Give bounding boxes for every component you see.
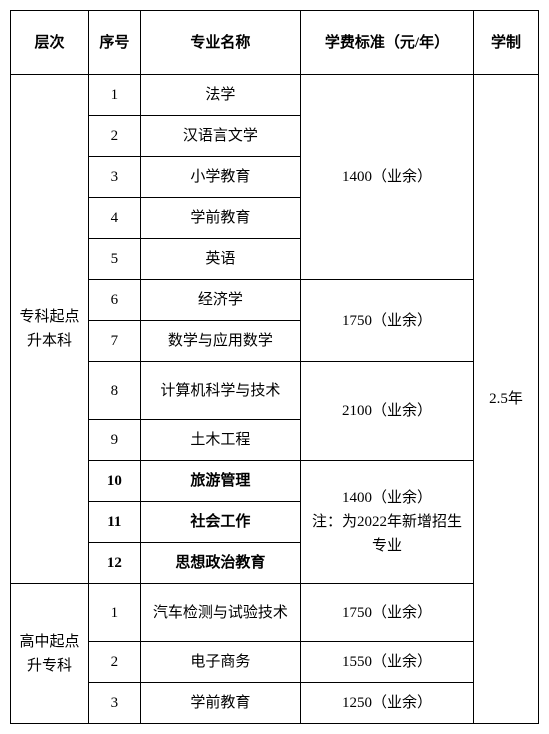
table-row: 3 学前教育 1250（业余）	[11, 683, 539, 724]
major-cell: 土木工程	[140, 420, 300, 461]
system-cell: 2.5年	[474, 75, 539, 724]
table-row: 高中起点升专科 1 汽车检测与试验技术 1750（业余）	[11, 584, 539, 642]
fee-cell: 1750（业余）	[300, 280, 473, 362]
major-cell: 社会工作	[140, 502, 300, 543]
major-cell: 英语	[140, 239, 300, 280]
seq-cell: 5	[88, 239, 140, 280]
major-cell: 数学与应用数学	[140, 321, 300, 362]
table-row: 10 旅游管理 1400（业余） 注：为2022年新增招生专业	[11, 461, 539, 502]
seq-cell: 12	[88, 543, 140, 584]
seq-cell: 6	[88, 280, 140, 321]
header-level: 层次	[11, 11, 89, 75]
major-cell: 旅游管理	[140, 461, 300, 502]
seq-cell: 9	[88, 420, 140, 461]
major-cell: 汽车检测与试验技术	[140, 584, 300, 642]
fee-line-2: 注：为2022年新增招生专业	[312, 514, 462, 554]
seq-cell: 10	[88, 461, 140, 502]
seq-cell: 1	[88, 584, 140, 642]
major-cell: 汉语言文学	[140, 116, 300, 157]
seq-cell: 7	[88, 321, 140, 362]
table-row: 6 经济学 1750（业余）	[11, 280, 539, 321]
fee-cell: 1400（业余） 注：为2022年新增招生专业	[300, 461, 473, 584]
seq-cell: 11	[88, 502, 140, 543]
fee-cell: 1550（业余）	[300, 642, 473, 683]
fee-cell: 1250（业余）	[300, 683, 473, 724]
seq-cell: 8	[88, 362, 140, 420]
major-cell: 经济学	[140, 280, 300, 321]
level-cell-zhuanke: 高中起点升专科	[11, 584, 89, 724]
table-row: 8 计算机科学与技术 2100（业余）	[11, 362, 539, 420]
seq-cell: 3	[88, 157, 140, 198]
header-fee: 学费标准（元/年）	[300, 11, 473, 75]
major-cell: 电子商务	[140, 642, 300, 683]
major-cell: 小学教育	[140, 157, 300, 198]
header-major: 专业名称	[140, 11, 300, 75]
seq-cell: 1	[88, 75, 140, 116]
header-system: 学制	[474, 11, 539, 75]
fee-cell: 1750（业余）	[300, 584, 473, 642]
major-cell: 法学	[140, 75, 300, 116]
major-cell: 思想政治教育	[140, 543, 300, 584]
table-header-row: 层次 序号 专业名称 学费标准（元/年） 学制	[11, 11, 539, 75]
fee-cell: 2100（业余）	[300, 362, 473, 461]
major-cell: 计算机科学与技术	[140, 362, 300, 420]
seq-cell: 4	[88, 198, 140, 239]
tuition-table: 层次 序号 专业名称 学费标准（元/年） 学制 专科起点升本科 1 法学 140…	[10, 10, 539, 724]
seq-cell: 3	[88, 683, 140, 724]
level-cell-benke: 专科起点升本科	[11, 75, 89, 584]
fee-line-1: 1400（业余）	[342, 490, 432, 506]
fee-cell: 1400（业余）	[300, 75, 473, 280]
seq-cell: 2	[88, 642, 140, 683]
table-row: 2 电子商务 1550（业余）	[11, 642, 539, 683]
table-row: 专科起点升本科 1 法学 1400（业余） 2.5年	[11, 75, 539, 116]
seq-cell: 2	[88, 116, 140, 157]
header-seq: 序号	[88, 11, 140, 75]
major-cell: 学前教育	[140, 683, 300, 724]
major-cell: 学前教育	[140, 198, 300, 239]
